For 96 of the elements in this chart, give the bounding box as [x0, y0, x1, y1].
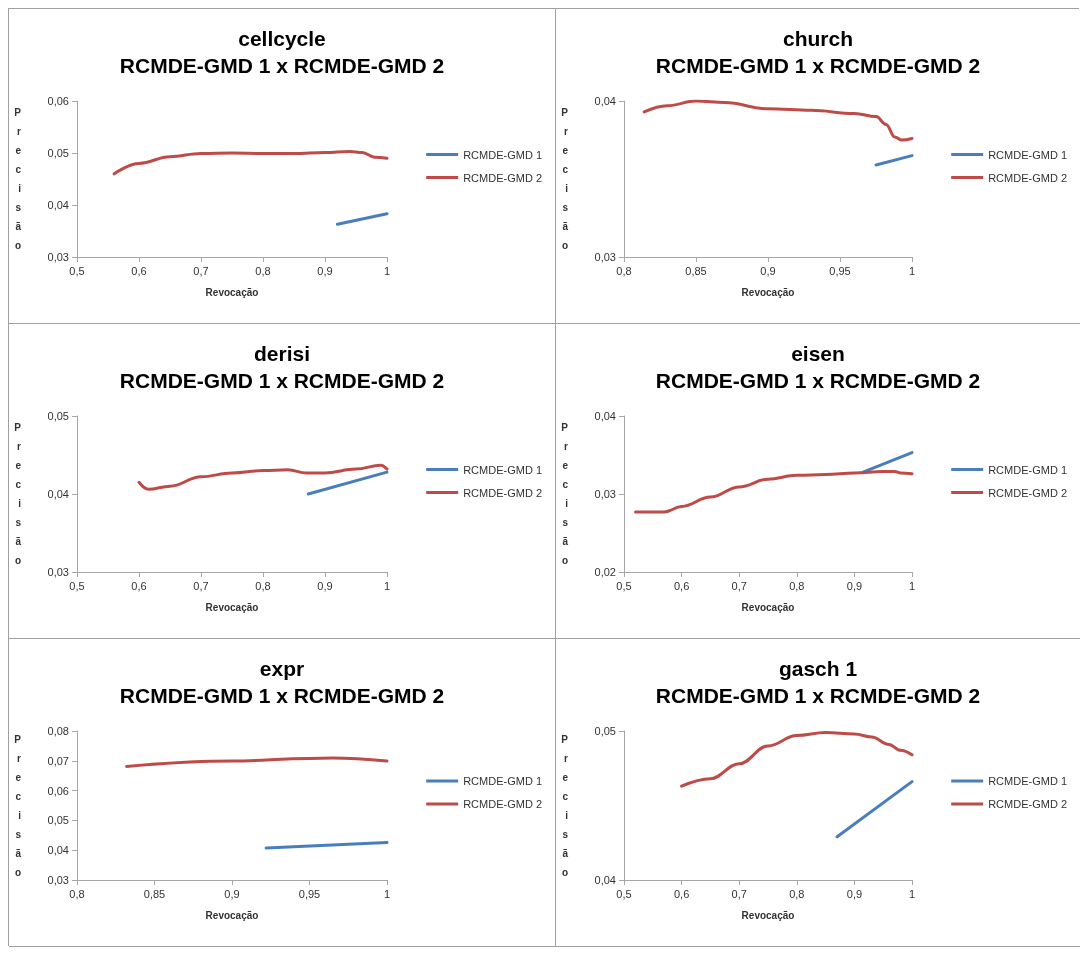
x-tick-label: 0,9	[317, 264, 333, 277]
x-axis-title: Revocação	[741, 909, 795, 921]
x-tick-label: 0,6	[131, 264, 147, 277]
chart-subtitle: RCMDE-GMD 1 x RCMDE-GMD 2	[655, 684, 981, 707]
legend-label: RCMDE-GMD 2	[988, 798, 1068, 810]
x-tick-label: 0,7	[731, 579, 747, 592]
x-tick-label: 0,8	[616, 264, 632, 277]
chart-title: church	[782, 27, 854, 50]
y-tick-label: 0,05	[47, 814, 69, 827]
chart-subtitle: RCMDE-GMD 1 x RCMDE-GMD 2	[655, 54, 981, 77]
x-tick-label: 0,7	[193, 579, 209, 592]
y-axis-title: Precisão	[14, 733, 22, 878]
x-tick-label: 0,6	[673, 579, 690, 592]
y-tick-label: 0,03	[594, 251, 616, 263]
chart-subtitle: RCMDE-GMD 1 x RCMDE-GMD 2	[119, 684, 445, 707]
x-tick-label: 0,9	[846, 579, 863, 592]
x-tick-label: 1	[908, 579, 916, 592]
line-series	[112, 149, 389, 176]
line-series	[642, 99, 914, 142]
x-tick-label: 0,6	[673, 887, 690, 900]
y-tick-label: 0,06	[47, 784, 69, 797]
x-tick-label: 0,85	[685, 264, 707, 277]
chart-title: expr	[259, 657, 305, 680]
legend-label: RCMDE-GMD 1	[463, 463, 543, 476]
x-tick-label: 0,8	[69, 887, 85, 900]
y-tick-label: 0,04	[47, 844, 69, 857]
y-tick-label: 0,03	[47, 251, 69, 263]
x-tick-label: 0,6	[131, 579, 147, 592]
y-tick-label: 0,04	[594, 95, 616, 107]
chart-subtitle: RCMDE-GMD 1 x RCMDE-GMD 2	[655, 369, 981, 392]
legend-label: RCMDE-GMD 1	[463, 148, 543, 161]
line-series	[634, 469, 914, 514]
x-tick-label: 0,9	[224, 887, 240, 900]
legend-label: RCMDE-GMD 2	[463, 798, 543, 810]
line-series	[680, 730, 914, 788]
y-tick-label: 0,03	[47, 874, 69, 886]
y-axis-title: Precisão	[14, 107, 22, 251]
x-tick-label: 1	[383, 264, 391, 277]
x-tick-label: 0,5	[69, 579, 85, 592]
x-tick-label: 1	[383, 887, 391, 900]
y-tick-label: 0,04	[594, 410, 616, 422]
y-tick-label: 0,02	[594, 566, 616, 578]
x-tick-label: 0,5	[69, 264, 85, 277]
x-tick-label: 0,8	[789, 579, 805, 592]
x-tick-label: 0,95	[298, 887, 321, 900]
x-tick-label: 0,8	[789, 887, 805, 900]
x-tick-label: 1	[908, 887, 916, 900]
chart-subtitle: RCMDE-GMD 1 x RCMDE-GMD 2	[119, 369, 445, 392]
x-tick-label: 0,7	[193, 264, 209, 277]
x-tick-label: 0,95	[829, 264, 851, 277]
x-axis-title: Revocação	[741, 286, 795, 298]
y-tick-label: 0,06	[47, 95, 69, 107]
x-axis-title: Revocação	[205, 909, 259, 921]
x-tick-label: 0,7	[731, 887, 747, 900]
y-axis-title: Precisão	[561, 733, 569, 878]
x-tick-label: 0,9	[846, 887, 863, 900]
y-tick-label: 0,05	[47, 410, 69, 422]
x-tick-label: 1	[383, 579, 391, 592]
y-axis-title: Precisão	[561, 107, 569, 251]
y-tick-label: 0,04	[594, 874, 616, 886]
y-tick-label: 0,05	[594, 725, 616, 737]
y-tick-label: 0,03	[47, 566, 69, 578]
line-series	[125, 756, 389, 768]
line-series	[137, 463, 389, 491]
x-axis-title: Revocação	[741, 601, 795, 613]
chart-subtitle: RCMDE-GMD 1 x RCMDE-GMD 2	[119, 54, 445, 77]
chart-title: gasch 1	[778, 657, 858, 680]
y-tick-label: 0,04	[47, 199, 69, 211]
y-tick-label: 0,03	[594, 488, 616, 500]
x-tick-label: 0,8	[255, 579, 271, 592]
x-tick-label: 0,9	[760, 264, 776, 277]
x-tick-label: 0,9	[317, 579, 333, 592]
x-tick-label: 0,5	[616, 579, 632, 592]
x-tick-label: 0,85	[143, 887, 166, 900]
legend-label: RCMDE-GMD 1	[988, 148, 1068, 161]
chart-title: eisen	[791, 342, 845, 365]
y-axis-title: Precisão	[14, 422, 22, 566]
x-tick-label: 0,8	[255, 264, 271, 277]
x-tick-label: 0,5	[616, 887, 632, 900]
chart-title: cellcycle	[238, 27, 326, 50]
legend-label: RCMDE-GMD 2	[463, 486, 543, 499]
x-axis-title: Revocação	[205, 286, 259, 298]
y-axis-title: Precisão	[561, 422, 569, 566]
legend-label: RCMDE-GMD 1	[988, 463, 1068, 476]
legend-label: RCMDE-GMD 2	[463, 171, 543, 184]
y-tick-label: 0,04	[47, 488, 69, 500]
y-tick-label: 0,05	[47, 147, 69, 159]
x-tick-label: 1	[908, 264, 916, 277]
chart-title: derisi	[253, 342, 311, 365]
legend-label: RCMDE-GMD 1	[988, 775, 1068, 787]
legend-label: RCMDE-GMD 2	[988, 486, 1068, 499]
legend-label: RCMDE-GMD 2	[988, 171, 1068, 184]
y-tick-label: 0,07	[47, 754, 69, 767]
x-axis-title: Revocação	[205, 601, 259, 613]
legend-label: RCMDE-GMD 1	[463, 775, 543, 787]
y-tick-label: 0,08	[47, 725, 69, 737]
